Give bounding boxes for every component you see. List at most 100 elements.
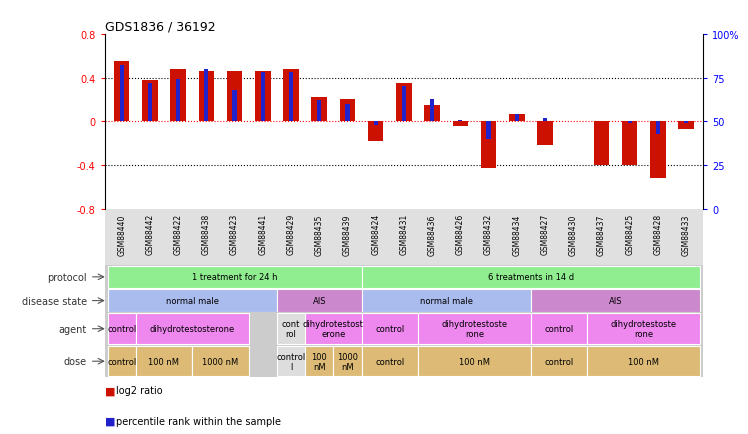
- FancyBboxPatch shape: [108, 346, 136, 377]
- FancyBboxPatch shape: [361, 346, 418, 377]
- Text: GSM88426: GSM88426: [456, 214, 465, 255]
- FancyBboxPatch shape: [305, 314, 361, 344]
- Bar: [260, 73, 265, 122]
- Bar: [430, 99, 435, 122]
- Bar: [515, 115, 519, 122]
- Text: GSM88428: GSM88428: [654, 214, 663, 255]
- FancyBboxPatch shape: [108, 290, 277, 312]
- Bar: [678, 122, 694, 130]
- Bar: [289, 73, 293, 122]
- FancyBboxPatch shape: [531, 290, 700, 312]
- FancyBboxPatch shape: [277, 346, 305, 377]
- Text: GSM88440: GSM88440: [117, 214, 126, 255]
- Bar: [176, 80, 180, 122]
- Bar: [509, 114, 524, 122]
- Text: dihydrotestost
erone: dihydrotestost erone: [303, 319, 364, 339]
- FancyBboxPatch shape: [136, 314, 248, 344]
- Text: GSM88437: GSM88437: [597, 214, 606, 255]
- FancyBboxPatch shape: [531, 314, 587, 344]
- Text: ■: ■: [105, 416, 115, 426]
- Text: dihydrotestoste
rone: dihydrotestoste rone: [611, 319, 677, 339]
- Text: 100 nM: 100 nM: [628, 357, 659, 366]
- Bar: [317, 101, 322, 122]
- Bar: [142, 81, 158, 122]
- Bar: [204, 69, 209, 122]
- Text: GSM88439: GSM88439: [343, 214, 352, 255]
- Text: agent: agent: [58, 324, 87, 334]
- Text: GSM88430: GSM88430: [568, 214, 577, 255]
- Text: control: control: [375, 325, 405, 333]
- Text: cont
rol: cont rol: [282, 319, 300, 339]
- FancyBboxPatch shape: [587, 314, 700, 344]
- Bar: [656, 122, 660, 134]
- Text: 100 nM: 100 nM: [149, 357, 180, 366]
- Text: GSM88423: GSM88423: [230, 214, 239, 255]
- Text: 1000 nM: 1000 nM: [202, 357, 239, 366]
- FancyBboxPatch shape: [192, 346, 248, 377]
- Bar: [684, 122, 688, 124]
- Text: GSM88441: GSM88441: [258, 214, 267, 255]
- Bar: [114, 62, 129, 122]
- Text: GSM88422: GSM88422: [174, 214, 183, 255]
- Bar: [594, 122, 610, 166]
- Text: 1 treatment for 24 h: 1 treatment for 24 h: [191, 273, 278, 282]
- Text: GSM88429: GSM88429: [286, 214, 295, 255]
- Text: 100 nM: 100 nM: [459, 357, 490, 366]
- Bar: [255, 72, 271, 122]
- Text: dihydrotestosterone: dihydrotestosterone: [150, 325, 235, 333]
- FancyBboxPatch shape: [587, 346, 700, 377]
- Bar: [453, 122, 468, 126]
- Bar: [233, 91, 236, 122]
- Bar: [171, 69, 186, 122]
- Text: 1000
nM: 1000 nM: [337, 352, 358, 371]
- Text: control
l: control l: [277, 352, 306, 371]
- Bar: [120, 66, 123, 122]
- Text: normal male: normal male: [420, 296, 473, 306]
- Text: control: control: [375, 357, 405, 366]
- Bar: [402, 87, 406, 122]
- Text: GSM88431: GSM88431: [399, 214, 408, 255]
- Text: control: control: [107, 325, 136, 333]
- Bar: [283, 69, 298, 122]
- Bar: [346, 105, 349, 122]
- Text: GSM88434: GSM88434: [512, 214, 521, 255]
- Text: ■: ■: [105, 386, 115, 395]
- FancyBboxPatch shape: [418, 314, 531, 344]
- Text: log2 ratio: log2 ratio: [116, 386, 162, 395]
- Bar: [396, 84, 411, 122]
- FancyBboxPatch shape: [136, 346, 192, 377]
- Text: 6 treatments in 14 d: 6 treatments in 14 d: [488, 273, 574, 282]
- FancyBboxPatch shape: [531, 346, 587, 377]
- Text: GSM88427: GSM88427: [541, 214, 550, 255]
- Text: 100
nM: 100 nM: [311, 352, 327, 371]
- Text: GSM88438: GSM88438: [202, 214, 211, 255]
- Text: GSM88435: GSM88435: [315, 214, 324, 255]
- FancyBboxPatch shape: [277, 314, 305, 344]
- FancyBboxPatch shape: [334, 346, 361, 377]
- Text: AIS: AIS: [313, 296, 326, 306]
- FancyBboxPatch shape: [277, 290, 361, 312]
- FancyBboxPatch shape: [361, 266, 700, 288]
- FancyBboxPatch shape: [418, 346, 531, 377]
- Bar: [340, 100, 355, 122]
- Text: normal male: normal male: [166, 296, 218, 306]
- FancyBboxPatch shape: [361, 314, 418, 344]
- Text: control: control: [545, 325, 574, 333]
- Bar: [486, 122, 491, 139]
- Bar: [628, 122, 632, 124]
- Bar: [481, 122, 497, 169]
- Text: AIS: AIS: [609, 296, 622, 306]
- Bar: [373, 122, 378, 125]
- Text: GSM88436: GSM88436: [428, 214, 437, 255]
- Text: protocol: protocol: [47, 272, 87, 282]
- Bar: [459, 120, 462, 122]
- Text: dose: dose: [64, 356, 87, 366]
- FancyBboxPatch shape: [108, 314, 136, 344]
- Text: GSM88425: GSM88425: [625, 214, 634, 255]
- Text: GSM88432: GSM88432: [484, 214, 493, 255]
- FancyBboxPatch shape: [305, 346, 334, 377]
- Text: GSM88442: GSM88442: [145, 214, 154, 255]
- Text: control: control: [545, 357, 574, 366]
- Bar: [368, 122, 384, 141]
- Text: GSM88424: GSM88424: [371, 214, 380, 255]
